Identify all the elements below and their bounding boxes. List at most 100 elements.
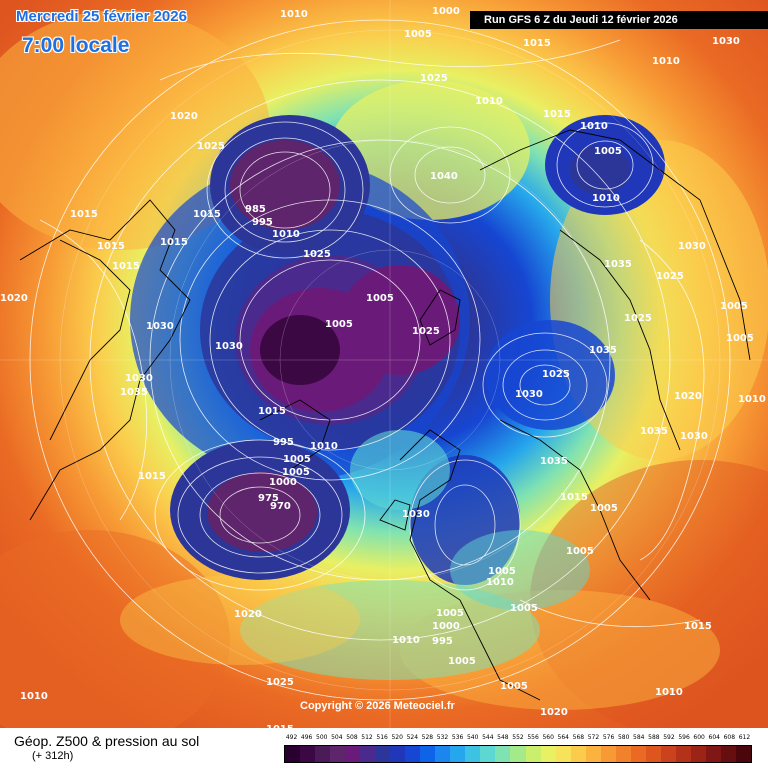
legend-swatch bbox=[300, 746, 316, 762]
pressure-label: 975 bbox=[258, 493, 279, 504]
legend-swatch bbox=[630, 746, 646, 762]
pressure-label: 1015 bbox=[97, 241, 125, 252]
pressure-label: 1005 bbox=[594, 146, 622, 157]
pressure-label: 1010 bbox=[655, 687, 683, 698]
pressure-label: 1005 bbox=[282, 467, 310, 478]
legend-swatch bbox=[615, 746, 631, 762]
pressure-label: 1015 bbox=[266, 724, 294, 728]
footer: Géop. Z500 & pression au sol (+ 312h) 49… bbox=[0, 728, 768, 768]
legend-label: 584 bbox=[633, 734, 645, 741]
pressure-label: 1000 bbox=[432, 621, 460, 632]
legend-swatch bbox=[570, 746, 586, 762]
color-legend: 492 496 500 504 508 512 516 520 524 528 532 536 540 5… bbox=[284, 734, 752, 764]
legend-swatch bbox=[720, 746, 736, 762]
legend-label: 592 bbox=[663, 734, 675, 741]
run-banner: Run GFS 6 Z du Jeudi 12 février 2026 bbox=[470, 11, 768, 29]
legend-swatch bbox=[675, 746, 691, 762]
legend-swatch bbox=[660, 746, 676, 762]
legend-swatch bbox=[705, 746, 721, 762]
legend-label: 604 bbox=[708, 734, 720, 741]
isobar-lines bbox=[29, 19, 731, 701]
legend-label: 564 bbox=[557, 734, 569, 741]
legend-label: 588 bbox=[648, 734, 660, 741]
pressure-label: 1005 bbox=[283, 454, 311, 465]
pressure-label: 985 bbox=[245, 204, 266, 215]
legend-label: 556 bbox=[527, 734, 539, 741]
pressure-label: 1020 bbox=[674, 391, 702, 402]
pressure-label: 1025 bbox=[197, 141, 225, 152]
pressure-label: 1005 bbox=[404, 29, 432, 40]
legend-swatch bbox=[360, 746, 376, 762]
legend-label: 496 bbox=[300, 734, 313, 741]
legend-label: 504 bbox=[331, 734, 343, 741]
legend-swatch bbox=[600, 746, 616, 762]
legend-label: 492 bbox=[285, 734, 298, 741]
pressure-label: 1010 bbox=[652, 56, 680, 67]
legend-labels: 492 496 500 504 508 512 516 520 524 528 532 536 540 5… bbox=[284, 734, 752, 744]
pressure-label: 1015 bbox=[112, 261, 140, 272]
legend-label: 524 bbox=[406, 734, 419, 741]
legend-swatch bbox=[540, 746, 556, 762]
pressure-label: 1030 bbox=[680, 431, 708, 442]
coastlines bbox=[19, 129, 751, 701]
pressure-label: 1035 bbox=[640, 426, 668, 437]
pressure-label: 1035 bbox=[604, 259, 632, 270]
pressure-label: 1030 bbox=[146, 321, 174, 332]
legend-swatch bbox=[465, 746, 481, 762]
pressure-label: 1025 bbox=[656, 271, 684, 282]
legend-swatch bbox=[585, 746, 601, 762]
pressure-label: 995 bbox=[432, 636, 453, 647]
legend-label: 600 bbox=[693, 734, 705, 741]
pressure-label: 995 bbox=[273, 437, 294, 448]
legend-swatch bbox=[495, 746, 511, 762]
legend-swatch bbox=[345, 746, 361, 762]
pressure-label: 1030 bbox=[402, 509, 430, 520]
pressure-label: 1010 bbox=[486, 577, 514, 588]
pressure-label: 1015 bbox=[543, 109, 571, 120]
pressure-label: 1035 bbox=[540, 456, 568, 467]
pressure-label: 1030 bbox=[215, 341, 243, 352]
pressure-label: 1005 bbox=[366, 293, 394, 304]
pressure-label: 1010 bbox=[20, 691, 48, 702]
legend-swatch bbox=[330, 746, 346, 762]
legend-swatch bbox=[735, 746, 751, 762]
legend-label: 596 bbox=[678, 734, 690, 741]
pressure-label: 1015 bbox=[523, 38, 551, 49]
pressure-label: 1005 bbox=[325, 319, 353, 330]
pressure-label: 1015 bbox=[138, 471, 166, 482]
legend-swatch bbox=[315, 746, 331, 762]
pressure-label: 1015 bbox=[258, 406, 286, 417]
copyright-text: Copyright © 2026 Meteociel.fr bbox=[300, 700, 455, 712]
pressure-label: 1035 bbox=[120, 387, 148, 398]
legend-label: 548 bbox=[497, 734, 509, 741]
legend-label: 508 bbox=[346, 734, 358, 741]
pressure-label: 1010 bbox=[280, 9, 308, 20]
legend-label: 536 bbox=[451, 734, 464, 741]
pressure-label: 1020 bbox=[540, 707, 568, 718]
legend-label: 512 bbox=[361, 734, 373, 741]
pressure-label: 1005 bbox=[566, 546, 594, 557]
legend-label: 576 bbox=[602, 734, 615, 741]
legend-swatch bbox=[555, 746, 571, 762]
pressure-label: 1010 bbox=[475, 96, 503, 107]
pressure-label: 1020 bbox=[234, 609, 262, 620]
pressure-label: 1015 bbox=[70, 209, 98, 220]
map-title: Géop. Z500 & pression au sol bbox=[14, 733, 200, 749]
legend-label: 552 bbox=[512, 734, 524, 741]
legend-label: 532 bbox=[436, 734, 449, 741]
pressure-label: 1020 bbox=[0, 293, 28, 304]
legend-label: 500 bbox=[316, 734, 328, 741]
legend-swatch bbox=[450, 746, 466, 762]
pressure-label: 1010 bbox=[738, 394, 766, 405]
legend-label: 560 bbox=[542, 734, 554, 741]
pressure-label: 1010 bbox=[272, 229, 300, 240]
legend-swatch bbox=[525, 746, 541, 762]
pressure-label: 1030 bbox=[125, 373, 153, 384]
pressure-label: 1035 bbox=[589, 345, 617, 356]
pressure-label: 1025 bbox=[266, 677, 294, 688]
pressure-label: 1025 bbox=[412, 326, 440, 337]
legend-label: 528 bbox=[421, 734, 434, 741]
pressure-label: 1000 bbox=[432, 6, 460, 17]
pressure-label: 1005 bbox=[500, 681, 528, 692]
